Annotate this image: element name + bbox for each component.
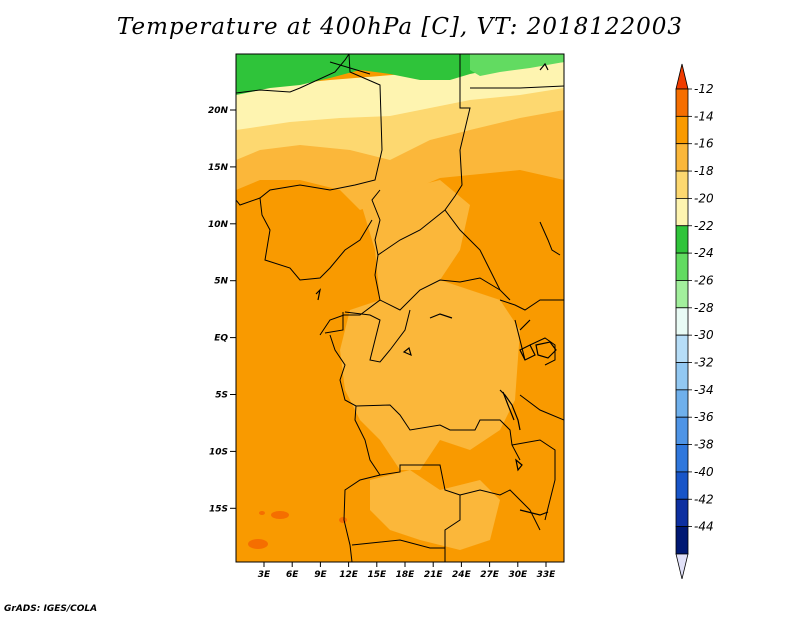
field-spot-red-orange: [271, 511, 289, 519]
colorbar-label: -26: [694, 273, 714, 287]
chart-title: Temperature at 400hPa [C], VT: 201812200…: [116, 14, 684, 40]
temperature-field: [236, 54, 564, 562]
lat-tick-label: 15N: [208, 163, 229, 173]
colorbar-box: [675, 362, 689, 391]
colorbar-box: [675, 526, 689, 555]
colorbar-box: [675, 389, 689, 418]
colorbar-label: -32: [694, 356, 714, 370]
colorbar-box: [675, 498, 689, 528]
colorbar: -12 -14 -16 -18 -20 -22 -24 -26 -28 -30 -32 -34 -36 -…: [675, 63, 714, 580]
credit-text: GrADS: IGES/COLA: [4, 604, 98, 614]
colorbar-box: [675, 444, 689, 473]
colorbar-label: -30: [694, 328, 714, 342]
lon-tick-label: 24E: [452, 570, 472, 580]
lat-tick-label: EQ: [214, 334, 228, 344]
colorbar-box: [675, 252, 689, 281]
colorbar-label: -14: [694, 109, 714, 123]
lon-tick-label: 12E: [339, 570, 359, 580]
colorbar-label: -28: [694, 301, 714, 315]
lat-tick-label: 5N: [214, 277, 228, 287]
lon-tick-label: 21E: [424, 570, 444, 580]
colorbar-box: [675, 416, 689, 445]
colorbar-box: [675, 471, 689, 500]
colorbar-label: -12: [694, 82, 714, 96]
field-region-orange: [340, 180, 520, 470]
colorbar-box: [675, 88, 689, 117]
lon-axis: 3E 6E 9E 12E 15E 18E 21E 24E 27E 30E 33E: [258, 562, 556, 580]
lat-tick-label: 15S: [209, 504, 228, 514]
colorbar-label: -34: [694, 383, 714, 397]
lon-tick-label: 9E: [314, 570, 327, 580]
lat-tick-label: 10S: [209, 447, 228, 457]
colorbar-box: [675, 334, 689, 363]
lat-tick-label: 10N: [208, 220, 229, 230]
field-region-light-green: [470, 54, 564, 76]
lat-tick-label: 5S: [215, 391, 228, 401]
lon-tick-label: 30E: [508, 570, 528, 580]
colorbar-cap-bottom: [675, 553, 689, 580]
lat-tick-label: 20N: [208, 106, 229, 116]
lon-tick-label: 6E: [286, 570, 299, 580]
colorbar-cap-top: [675, 63, 689, 90]
lat-axis: 20N 15N 10N 5N EQ 5S 10S 15S: [208, 106, 236, 514]
colorbar-label: -24: [694, 246, 714, 260]
field-spot-red-orange: [339, 517, 347, 523]
colorbar-box: [675, 197, 689, 227]
lon-tick-label: 3E: [258, 570, 271, 580]
field-region-orange: [370, 470, 500, 550]
field-spot-red-orange: [259, 511, 265, 515]
colorbar-box: [675, 115, 689, 145]
lon-tick-label: 27E: [480, 570, 500, 580]
colorbar-label: -22: [694, 219, 714, 233]
colorbar-label: -36: [694, 410, 714, 424]
colorbar-label: -38: [694, 438, 714, 452]
lakes: [315, 62, 557, 516]
colorbar-label: -40: [694, 465, 714, 479]
country-borders: [236, 54, 564, 562]
lon-tick-label: 15E: [367, 570, 387, 580]
colorbar-label: -42: [694, 492, 714, 506]
field-spot-red-orange: [248, 539, 268, 549]
colorbar-box: [675, 307, 689, 336]
colorbar-label: -44: [694, 520, 714, 534]
colorbar-box: [675, 143, 689, 172]
colorbar-box: [675, 225, 689, 254]
lon-tick-label: 18E: [396, 570, 416, 580]
map-frame: [235, 53, 565, 563]
colorbar-box: [675, 170, 689, 199]
colorbar-label: -16: [694, 137, 714, 151]
colorbar-label: -18: [694, 164, 714, 178]
field-region-pale: [236, 58, 564, 130]
colorbar-box: [675, 280, 689, 309]
colorbar-label: -20: [694, 191, 714, 205]
lon-tick-label: 33E: [537, 570, 557, 580]
